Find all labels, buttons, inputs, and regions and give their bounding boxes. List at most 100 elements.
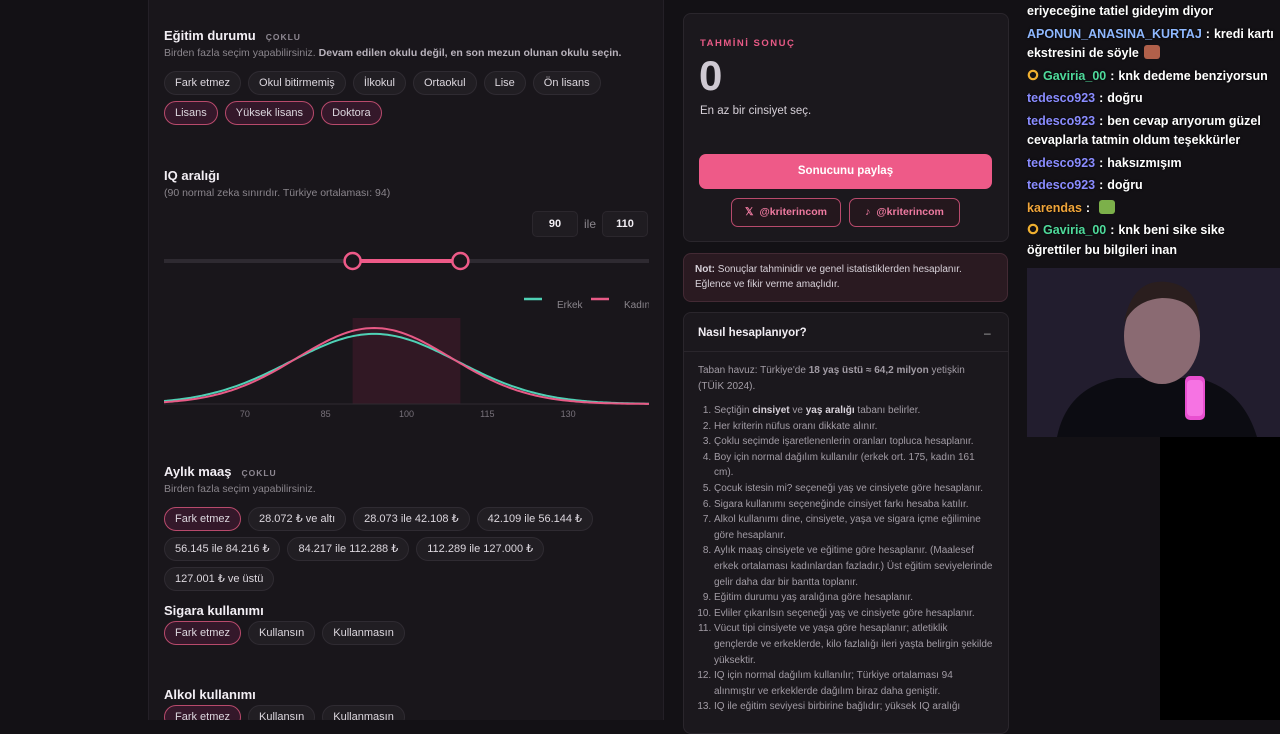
result-label: TAHMİNİ SONUÇ: [700, 38, 796, 49]
chat-separator: :: [1110, 68, 1115, 83]
x-tick-label: 115: [480, 409, 494, 419]
x-tick-label: 85: [321, 409, 331, 419]
section-header: Aylık maaş ÇOKLU: [164, 463, 277, 481]
how-item: Çocuk istesin mi? seçeneği yaş ve cinsiy…: [714, 481, 994, 497]
chat-separator: :: [1099, 91, 1104, 105]
option-pill[interactable]: İlkokul: [352, 71, 406, 95]
legend-label: Erkek: [557, 300, 584, 311]
option-pill[interactable]: 28.072 ₺ ve altı: [248, 507, 347, 531]
option-pill[interactable]: Okul bitirmemiş: [248, 71, 346, 95]
option-pill[interactable]: Fark etmez: [164, 705, 242, 720]
option-pill[interactable]: Ön lisans: [532, 71, 601, 95]
range-min-input[interactable]: 90: [532, 211, 578, 237]
chat-separator: :: [1099, 113, 1104, 128]
how-list: Seçtiğin cinsiyet ve yaş aralığı tabanı …: [698, 403, 994, 715]
option-pill[interactable]: Ortaokul: [413, 71, 477, 95]
option-pill[interactable]: 112.289 ile 127.000 ₺: [416, 537, 545, 561]
text-segment: tabanı belirler.: [854, 405, 921, 416]
option-pill[interactable]: Fark etmez: [164, 507, 242, 531]
chat-text: doğru: [1107, 178, 1143, 192]
section-desc: (90 normal zeka sınırıdır. Türkiye ortal…: [164, 187, 391, 199]
section-desc: Birden fazla seçim yapabilirsiniz.: [164, 483, 316, 495]
result-card: TAHMİNİ SONUÇ 0 En az bir cinsiyet seç. …: [683, 13, 1009, 242]
option-pill[interactable]: Kullanmasın: [322, 621, 405, 645]
chat-message: Gaviria_00: knk dedeme benziyorsun: [1027, 67, 1277, 87]
option-group: Fark etmez Okul bitirmemiş İlkokul Ortaokul…: [164, 71, 654, 125]
chat-username: tedesco923: [1027, 155, 1096, 170]
text-segment: Çoklu seçimde işaretlenenlerin oranları …: [714, 436, 974, 448]
section-title: Sigara kullanımı: [164, 603, 264, 618]
person-hair: [1124, 281, 1199, 323]
option-group: Fark etmez 28.072 ₺ ve altı 28.073 ile 42.…: [164, 507, 654, 591]
option-pill[interactable]: 127.001 ₺ ve üstü: [164, 567, 275, 591]
how-item: Evliler çıkarılsın seçeneği yaş ve cinsi…: [714, 606, 994, 622]
how-item: Seçtiğin cinsiyet ve yaş aralığı tabanı …: [714, 403, 994, 419]
chat-username: tedesco923: [1027, 91, 1096, 105]
chat-message: tedesco923: doğru: [1027, 89, 1277, 109]
how-item: IQ için normal dağılım kullanılır; Türki…: [714, 668, 994, 699]
slider-handle[interactable]: [343, 251, 362, 271]
text-segment: Sigara kullanımı seçeneğinde cinsiyet fa…: [714, 498, 969, 510]
text-segment: Her kriterin nüfus oranı dikkate alınır.: [714, 420, 878, 432]
how-item: Eğitim durumu yaş aralığına göre hesapla…: [714, 590, 994, 606]
tiktok-icon: ♪: [865, 206, 871, 218]
chat-separator: :: [1099, 178, 1104, 192]
x-tick-label: 100: [399, 409, 414, 419]
chat-separator: :: [1205, 26, 1210, 41]
text-segment: yetişkin (TÜİK 2024).: [698, 365, 965, 392]
option-pill[interactable]: 84.217 ile 112.288 ₺: [287, 537, 410, 561]
social-button[interactable]: ♪ @kriterincom: [849, 198, 960, 227]
how-item: Alkol kullanımı dine, cinsiyete, yaşa ve…: [714, 512, 994, 543]
text-segment: IQ için normal dağılım kullanılır; Türki…: [714, 670, 953, 697]
text-segment: Vücut tipi cinsiyete ve yaşa göre hesapl…: [714, 623, 993, 666]
text-segment: Devam edilen okulu değil, en son mezun o…: [318, 47, 622, 59]
range-max-input[interactable]: 110: [602, 211, 648, 237]
chat-text: knk dedeme benziyorsun: [1118, 68, 1268, 83]
section-title: Aylık maaş: [164, 464, 232, 479]
chat-message: APONUN_ANASINA_KURTAJ: kredi kartı ekstre…: [1027, 25, 1277, 64]
option-pill[interactable]: Fark etmez: [164, 621, 242, 645]
option-pill[interactable]: Fark etmez: [164, 71, 242, 95]
option-group: Fark etmez Kullansın Kullanmasın: [164, 621, 654, 645]
distribution-curve: [164, 326, 649, 405]
chat-username: karendas: [1027, 200, 1082, 215]
section-title: Eğitim durumu: [164, 28, 256, 43]
how-item: IQ ile eğitim seviyesi birbirine bağlıdı…: [714, 699, 994, 715]
badge-ring: [1027, 69, 1039, 80]
chat-username: APONUN_ANASINA_KURTAJ: [1027, 26, 1202, 41]
webcam: [1027, 268, 1280, 437]
option-pill[interactable]: Yüksek lisans: [224, 101, 315, 125]
option-pill[interactable]: Lise: [483, 71, 526, 95]
option-pill[interactable]: Kullansın: [248, 705, 316, 720]
how-item: Vücut tipi cinsiyete ve yaşa göre hesapl…: [714, 621, 994, 668]
option-pill[interactable]: Kullanmasın: [322, 705, 405, 720]
text-segment: 18 yaş üstü ≈ 64,2 milyon: [808, 365, 929, 376]
social-button[interactable]: 𝕏 @kriterincom: [731, 198, 841, 227]
chat-message: Gaviria_00: knk beni sike sike öğrettiler…: [1027, 221, 1277, 260]
share-button[interactable]: Sonucunu paylaş: [699, 154, 992, 189]
chat-text: eriyeceğine tatiel gideyim diyor: [1027, 4, 1214, 18]
collapse-toggle[interactable]: –: [984, 326, 991, 340]
lamp-glow: [1187, 380, 1203, 416]
chat-username: tedesco923: [1027, 113, 1096, 128]
chat-text: knk beni sike sike öğrettiler bu bilgile…: [1027, 223, 1225, 257]
option-pill[interactable]: 28.073 ile 42.108 ₺: [353, 507, 470, 531]
slider-handle[interactable]: [451, 251, 470, 271]
how-item: Çoklu seçimde işaretlenenlerin oranları …: [714, 434, 994, 450]
option-pill[interactable]: Doktora: [321, 101, 382, 125]
social-handle: @kriterincom: [759, 206, 827, 218]
chat-message: tedesco923: doğru: [1027, 176, 1277, 196]
option-pill[interactable]: Lisans: [164, 101, 218, 125]
iq-chart: 70 85 100 115 130 Erkek Kadın: [164, 251, 649, 419]
option-pill[interactable]: 42.109 ile 56.144 ₺: [476, 507, 594, 531]
chat-text: ben cevap arıyorum güzel cevaplarla tatm…: [1027, 113, 1261, 148]
tag: ÇOKLU: [241, 468, 277, 478]
option-pill[interactable]: Kullansın: [248, 621, 316, 645]
section-title: Alkol kullanımı: [164, 687, 256, 702]
chat-message: tedesco923: haksızmışım: [1027, 154, 1277, 174]
text-segment: Birden fazla seçim yapabilirsiniz.: [164, 483, 316, 495]
option-pill[interactable]: 56.145 ile 84.216 ₺: [164, 537, 281, 561]
chat-emote: [1143, 45, 1160, 59]
text-segment: Boy için normal dağılım kullanılır (erke…: [714, 451, 975, 479]
